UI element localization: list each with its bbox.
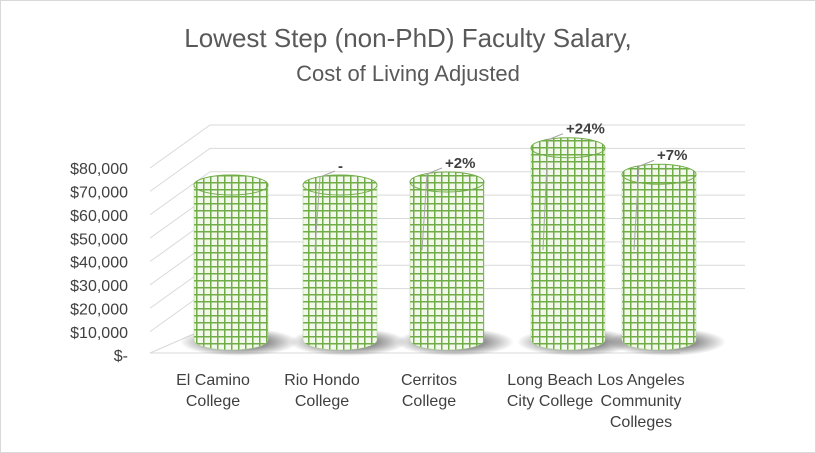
x-tick-label: El Camino College	[176, 372, 250, 410]
data-label: +7%	[657, 147, 687, 164]
y-tick-label: $10,000	[70, 325, 128, 342]
y-tick-label: $80,000	[70, 161, 128, 178]
bar	[193, 174, 269, 351]
x-tick-label: Los Angeles Community Colleges	[597, 372, 685, 431]
bar-top	[621, 163, 697, 185]
leader-line	[633, 159, 655, 251]
data-label: +24%	[566, 121, 605, 138]
chart-title: Lowest Step (non-PhD) Faculty Salary,	[184, 23, 631, 53]
data-label: -	[338, 158, 343, 175]
y-tick-label: $50,000	[70, 231, 128, 248]
bar	[409, 171, 485, 351]
bar-top	[302, 174, 378, 196]
bar	[621, 164, 697, 351]
y-tick-label: $60,000	[70, 208, 128, 225]
x-tick-label: Long Beach City College	[506, 372, 594, 410]
x-tick-label: Cerritos College	[400, 372, 457, 410]
bar	[302, 174, 378, 351]
bar	[530, 137, 606, 351]
x-tick-label: Rio Hondo College	[284, 372, 360, 410]
y-tick-label: $20,000	[70, 301, 128, 318]
bar-top	[530, 137, 606, 159]
grid-line	[149, 124, 745, 169]
bar-top	[193, 174, 269, 196]
y-tick-label: $70,000	[70, 185, 128, 202]
y-tick-label: $30,000	[70, 278, 128, 295]
bar-top	[409, 171, 485, 193]
leader-line	[542, 133, 564, 251]
y-tick-label: $40,000	[70, 255, 128, 272]
chart-subtitle: Cost of Living Adjusted	[296, 61, 520, 86]
y-tick-label: $-	[114, 348, 128, 365]
data-label: +2%	[445, 155, 475, 172]
leader-line	[314, 170, 336, 251]
leader-line	[421, 167, 443, 251]
